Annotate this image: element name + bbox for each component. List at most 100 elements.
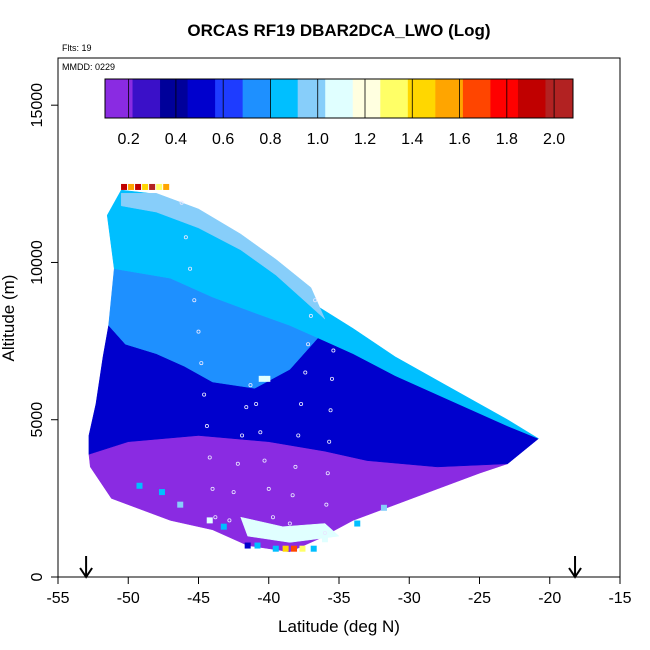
flight-track-point bbox=[199, 361, 204, 366]
colorbar-tick-label: 1.6 bbox=[448, 131, 470, 148]
x-tick-label: -30 bbox=[398, 590, 421, 607]
colorbar-tick-label: 0.8 bbox=[259, 131, 281, 148]
data-cell bbox=[310, 545, 317, 552]
field-layer bbox=[88, 189, 539, 553]
colorbar-tick-label: 1.8 bbox=[496, 131, 518, 148]
colorbar-tick-label: 1.2 bbox=[354, 131, 376, 148]
flight-track-point bbox=[322, 530, 327, 535]
data-cell bbox=[254, 542, 261, 549]
flight-track-point bbox=[231, 490, 236, 495]
data-cell bbox=[156, 183, 163, 190]
data-cell bbox=[136, 482, 143, 489]
data-cell bbox=[142, 183, 149, 190]
flight-track-point bbox=[325, 471, 330, 476]
colorbar-swatch bbox=[490, 79, 519, 118]
x-tick-label: -55 bbox=[46, 590, 69, 607]
flight-track-point bbox=[210, 486, 215, 491]
x-axis-title: Latitude (deg N) bbox=[278, 617, 400, 636]
colorbar-swatch bbox=[215, 79, 244, 118]
data-cell bbox=[299, 545, 306, 552]
cell-layer bbox=[121, 183, 387, 552]
flight-track-point bbox=[227, 518, 232, 523]
colorbar-swatch bbox=[297, 79, 326, 118]
flight-track-point bbox=[290, 493, 295, 498]
colorbar-swatch bbox=[462, 79, 491, 118]
axes: -55 -50 -45 -40 -35 -30 -25 -20 -15 0 5000 10000 150… bbox=[29, 83, 632, 607]
flight-track-point bbox=[188, 266, 193, 271]
field-region-upper-band bbox=[120, 193, 326, 320]
data-cell bbox=[264, 375, 271, 382]
arrow-head bbox=[568, 567, 582, 579]
colorbar-swatch bbox=[352, 79, 381, 118]
colorbar-tick-label: 1.4 bbox=[401, 131, 423, 148]
data-cell bbox=[177, 501, 184, 508]
flight-track-point bbox=[262, 458, 267, 463]
flight-track-point bbox=[287, 521, 292, 526]
data-cell bbox=[291, 545, 298, 552]
flight-track-point bbox=[207, 455, 212, 460]
flight-track-point bbox=[293, 464, 298, 469]
data-cell bbox=[354, 520, 361, 527]
flight-track-point bbox=[303, 370, 308, 375]
arrow-head bbox=[79, 567, 93, 579]
flight-track-point bbox=[248, 383, 253, 388]
colorbar-swatch bbox=[325, 79, 354, 118]
y-axis-title: Altitude (m) bbox=[0, 275, 18, 362]
flight-track-point bbox=[192, 298, 197, 303]
data-cell bbox=[244, 542, 251, 549]
y-tick-label: 5000 bbox=[29, 402, 46, 438]
flight-track-point bbox=[235, 461, 240, 466]
flight-track-point bbox=[196, 329, 201, 334]
date-annotation: MMDD: 0229 bbox=[62, 62, 115, 72]
flight-track-point bbox=[179, 200, 184, 205]
data-cell bbox=[163, 183, 170, 190]
data-cell bbox=[272, 545, 279, 552]
data-cell bbox=[258, 375, 265, 382]
flight-track-point bbox=[331, 348, 336, 353]
flight-track-point bbox=[213, 515, 218, 520]
colorbar-swatch bbox=[132, 79, 161, 118]
flight-track-point bbox=[324, 502, 329, 507]
flight-track-point bbox=[240, 433, 245, 438]
colorbar: 0.2 0.4 0.6 0.8 1.0 1.2 1.4 1.6 1.8 2.0 bbox=[104, 78, 574, 148]
colorbar-swatch bbox=[160, 79, 189, 118]
colorbar-swatch bbox=[380, 79, 409, 118]
data-cell bbox=[206, 517, 213, 524]
flight-track-point bbox=[329, 376, 334, 381]
flight-track-point bbox=[183, 235, 188, 240]
x-tick-label: -15 bbox=[608, 590, 631, 607]
colorbar-tick-label: 0.2 bbox=[118, 131, 140, 148]
x-tick-label: -20 bbox=[538, 590, 561, 607]
flight-track-point bbox=[328, 408, 333, 413]
field-region-low-cloud bbox=[240, 516, 340, 543]
colorbar-tick-label: 1.0 bbox=[307, 131, 329, 148]
colorbar-swatch bbox=[187, 79, 216, 118]
data-cell bbox=[220, 523, 227, 530]
data-cell bbox=[135, 183, 142, 190]
colorbar-tick-label: 0.4 bbox=[165, 131, 187, 148]
y-tick-label: 0 bbox=[29, 572, 46, 581]
flight-track-point bbox=[266, 486, 271, 491]
data-cell bbox=[128, 183, 135, 190]
flight-track-point bbox=[296, 433, 301, 438]
colorbar-swatch bbox=[435, 79, 464, 118]
flight-track-point bbox=[308, 313, 313, 318]
x-tick-label: -35 bbox=[327, 590, 350, 607]
flight-track-point bbox=[299, 401, 304, 406]
chart-title: ORCAS RF19 DBAR2DCA_LWO (Log) bbox=[187, 21, 490, 40]
x-tick-label: -50 bbox=[117, 590, 140, 607]
colorbar-swatch bbox=[517, 79, 546, 118]
colorbar-tick-label: 0.6 bbox=[212, 131, 234, 148]
x-tick-label: -25 bbox=[468, 590, 491, 607]
arrows bbox=[79, 556, 582, 579]
flight-track-point bbox=[202, 392, 207, 397]
x-tick-label: -45 bbox=[187, 590, 210, 607]
colorbar-swatch bbox=[242, 79, 271, 118]
y-tick-label: 15000 bbox=[29, 83, 46, 128]
data-cell bbox=[149, 183, 156, 190]
colorbar-tick-label: 2.0 bbox=[543, 131, 565, 148]
flight-track-point bbox=[306, 342, 311, 347]
flight-track-point bbox=[254, 401, 259, 406]
data-cell bbox=[282, 545, 289, 552]
